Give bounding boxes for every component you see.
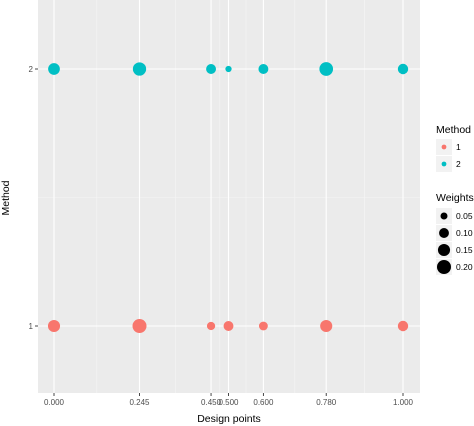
x-tick-label: 0.450 bbox=[201, 398, 222, 407]
legend-color-label: 2 bbox=[456, 159, 461, 169]
data-point bbox=[48, 63, 60, 75]
data-point bbox=[225, 65, 232, 73]
legend-size-label: 0.20 bbox=[456, 262, 473, 272]
x-tick-label: 0.000 bbox=[44, 398, 65, 407]
data-point bbox=[397, 320, 409, 332]
data-point bbox=[206, 321, 216, 331]
legend-size-label: 0.10 bbox=[456, 228, 473, 238]
minor-grid bbox=[38, 0, 420, 393]
legend-color-label: 1 bbox=[456, 142, 461, 152]
legend-color-marker bbox=[441, 144, 447, 150]
x-tick-label: 0.780 bbox=[316, 398, 337, 407]
legend-size-label: 0.05 bbox=[456, 211, 473, 221]
color-legend-title: Method bbox=[436, 124, 471, 136]
x-tick-label: 0.600 bbox=[253, 398, 274, 407]
y-tick-label: 2 bbox=[29, 65, 34, 74]
x-tick-label: 0.245 bbox=[129, 398, 150, 407]
legend-size-marker bbox=[440, 212, 448, 220]
size-legend: Weights 0.05 0.10 0.15 0.20 bbox=[436, 192, 474, 275]
x-tick-label: 0.500 bbox=[218, 398, 239, 407]
data-point bbox=[397, 63, 409, 75]
data-point bbox=[223, 321, 234, 331]
data-point bbox=[132, 319, 147, 333]
data-point bbox=[47, 319, 61, 333]
x-axis-title: Design points bbox=[197, 413, 261, 425]
data-point bbox=[320, 319, 333, 333]
y-axis: 12 bbox=[29, 65, 38, 331]
data-point bbox=[258, 64, 269, 74]
x-tick-label: 1.000 bbox=[393, 398, 414, 407]
data-point bbox=[206, 64, 216, 74]
legend-size-marker bbox=[439, 228, 449, 238]
color-legend: Method 1 2 bbox=[436, 124, 471, 172]
data-point bbox=[319, 62, 334, 76]
legend-size-label: 0.15 bbox=[456, 245, 473, 255]
legend-size-marker bbox=[437, 260, 451, 274]
legend-size-marker bbox=[437, 243, 451, 257]
size-legend-title: Weights bbox=[436, 192, 474, 204]
data-point bbox=[258, 321, 268, 331]
y-tick-label: 1 bbox=[29, 322, 34, 331]
data-points bbox=[47, 62, 409, 333]
data-point bbox=[132, 62, 147, 76]
y-axis-title: Method bbox=[0, 180, 12, 215]
legend-color-marker bbox=[441, 161, 447, 167]
